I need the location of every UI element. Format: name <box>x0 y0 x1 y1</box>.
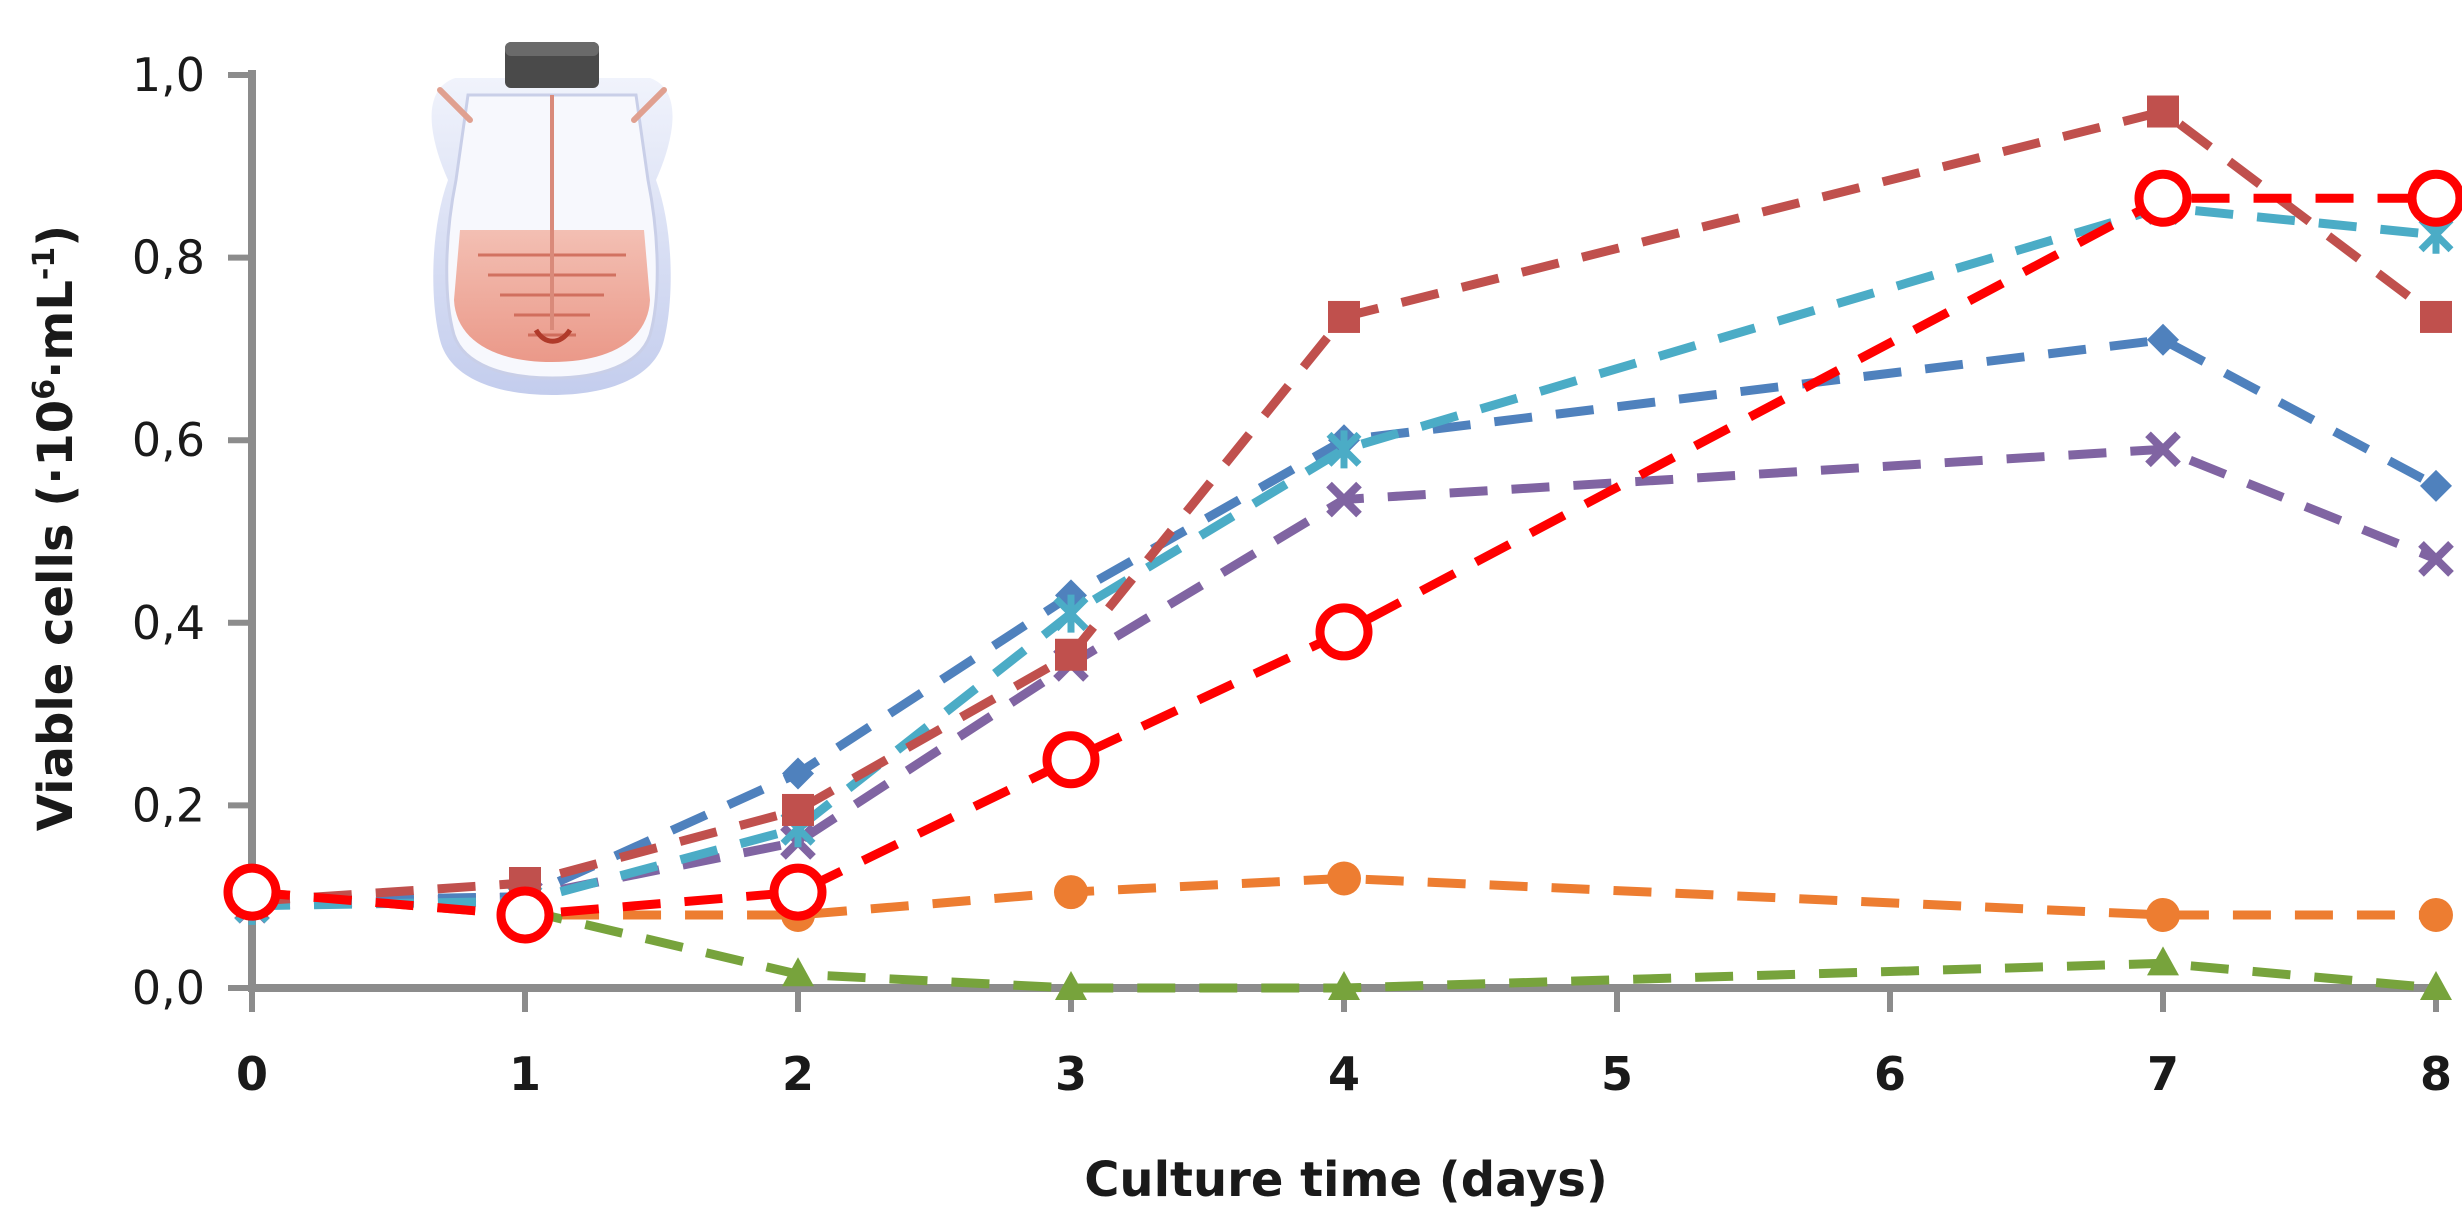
data-point <box>1055 971 1087 1000</box>
spinner-flask-icon <box>431 42 673 395</box>
y-tick-label: 0,2 <box>132 778 205 832</box>
data-point <box>782 957 814 987</box>
data-point <box>2407 169 2462 227</box>
data-point <box>496 886 554 944</box>
y-ticks: 0,0 0,2 0,4 0,6 0,8 1,0 <box>132 48 252 1015</box>
data-point <box>2420 971 2452 1000</box>
x-tick-label: 6 <box>1874 1047 1906 1101</box>
x-tick-label: 3 <box>1055 1047 1087 1101</box>
y-axis-title-part: Viable cells (·10 <box>28 400 84 831</box>
data-point <box>1326 481 1362 518</box>
data-point <box>1053 594 1089 633</box>
x-tick-label: 8 <box>2420 1047 2452 1101</box>
data-point <box>2419 897 2453 932</box>
x-tick-label: 4 <box>1328 1047 1360 1101</box>
series-circle-open <box>223 169 2462 944</box>
data-point <box>782 757 814 790</box>
data-point <box>1315 603 1373 661</box>
y-axis-title-part: ) <box>28 225 84 247</box>
data-point <box>2147 946 2179 976</box>
x-ticks: 0 1 2 3 4 5 6 7 8 <box>236 988 2452 1101</box>
data-point <box>1326 430 1362 469</box>
data-point <box>2147 95 2179 128</box>
y-axis-title: Viable cells (·106·mL-1) <box>27 225 84 831</box>
data-point <box>2145 431 2181 468</box>
data-point <box>1055 638 1087 671</box>
x-tick-label: 1 <box>509 1047 541 1101</box>
data-point <box>223 863 281 921</box>
data-point <box>782 793 814 826</box>
y-axis-title-part: ·mL <box>28 280 84 379</box>
data-point <box>2418 541 2454 577</box>
data-point <box>1328 971 1360 1000</box>
y-tick-label: 0,6 <box>132 413 205 467</box>
x-tick-label: 7 <box>2147 1047 2179 1101</box>
data-point <box>1054 875 1088 910</box>
data-point <box>1042 731 1100 789</box>
y-axis-title-superscript: -1 <box>27 247 62 280</box>
y-tick-label: 0,0 <box>132 961 205 1015</box>
series-x <box>234 431 2454 924</box>
x-tick-label: 2 <box>782 1047 814 1101</box>
y-tick-label: 1,0 <box>132 48 205 102</box>
x-axis-title: Culture time (days) <box>1084 1152 1608 1208</box>
x-tick-label: 0 <box>236 1047 268 1101</box>
series-layer <box>223 95 2462 1000</box>
series-line <box>523 906 2437 993</box>
data-point <box>2146 897 2180 932</box>
data-point <box>769 863 827 921</box>
data-point <box>2147 323 2179 356</box>
x-tick-label: 5 <box>1601 1047 1633 1101</box>
data-point <box>2420 300 2452 333</box>
data-point <box>1328 300 1360 333</box>
y-tick-label: 0,4 <box>132 596 205 650</box>
data-point <box>1327 861 1361 896</box>
data-point <box>2134 169 2192 227</box>
series-line <box>251 444 2438 911</box>
y-axis-title-superscript: 6 <box>27 379 62 400</box>
y-tick-label: 0,8 <box>132 231 205 285</box>
data-point <box>2420 469 2452 502</box>
